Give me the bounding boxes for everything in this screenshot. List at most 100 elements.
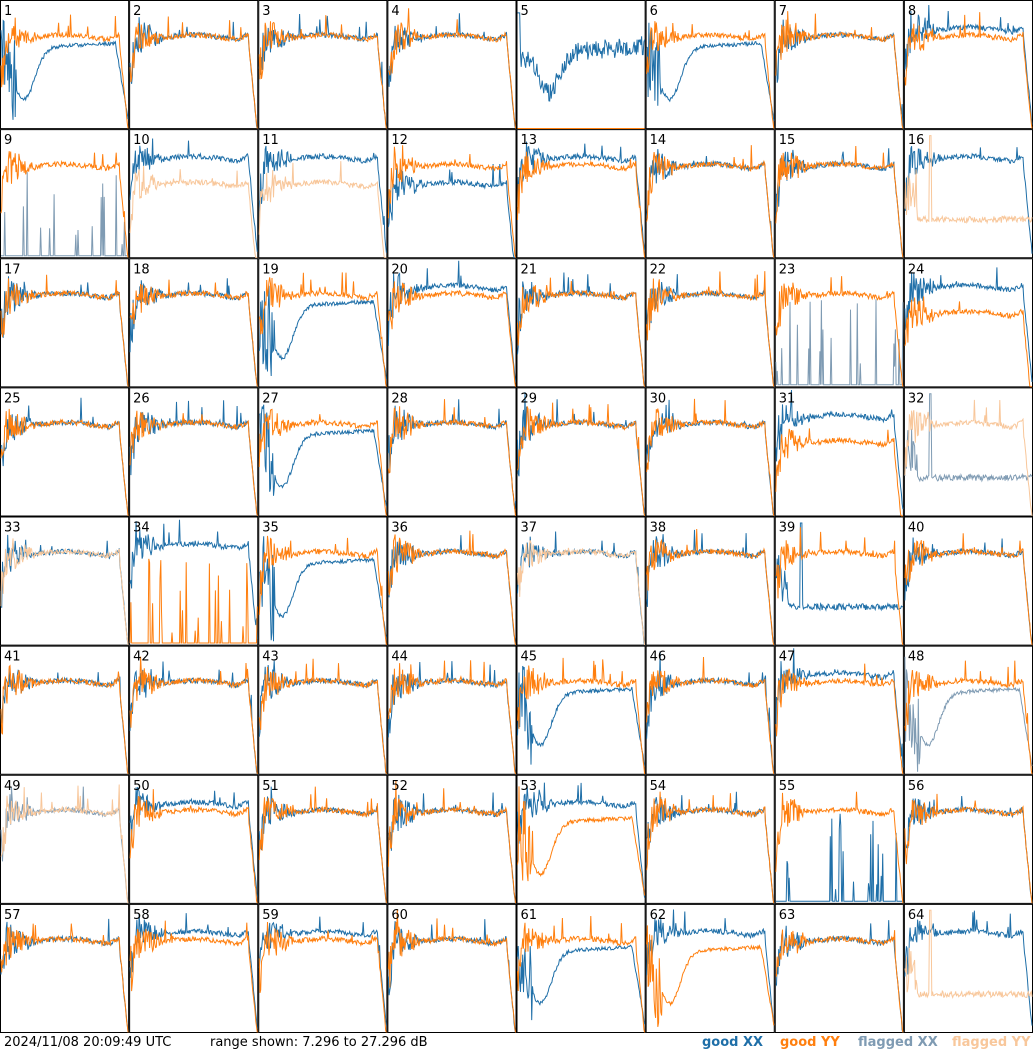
series-xx-line <box>129 138 258 252</box>
panel-58: 58 <box>129 903 259 1033</box>
series-yy-line <box>258 161 387 259</box>
panel-frame <box>903 387 1033 517</box>
series-xx-line <box>904 910 1033 1026</box>
series-yy-line <box>0 923 129 1033</box>
panel-label: 12 <box>391 133 408 148</box>
panel-25: 25 <box>0 387 130 517</box>
panel-23: 23 <box>774 258 904 388</box>
range-shown: range shown: 7.296 to 27.296 dB <box>210 1035 428 1050</box>
series-yy-line <box>775 276 904 387</box>
series-yy-line <box>646 791 775 904</box>
panel-55: 55 <box>774 774 904 904</box>
series-xx-line <box>775 522 903 612</box>
panel-frame <box>903 645 1033 775</box>
panel-label: 34 <box>133 521 150 536</box>
panel-frame <box>387 903 517 1033</box>
panel-12: 12 <box>387 129 517 259</box>
series-yy-line <box>646 656 775 775</box>
panel-label: 25 <box>4 391 21 406</box>
series-xx-line <box>904 267 1033 383</box>
panel-frame <box>129 903 259 1033</box>
panel-frame <box>516 129 646 259</box>
panel-label: 44 <box>391 650 408 665</box>
series-xx-line <box>258 916 387 1026</box>
panel-frame <box>0 903 130 1033</box>
panel-frame <box>258 774 388 904</box>
panel-45: 45 <box>516 645 646 775</box>
series-yy-line <box>387 399 516 516</box>
panel-31: 31 <box>774 387 904 517</box>
panel-4: 4 <box>387 0 517 130</box>
series-yy-line <box>129 920 258 1033</box>
series-yy-line <box>904 793 1033 904</box>
panel-frame <box>258 645 388 775</box>
panel-label: 29 <box>521 391 538 406</box>
series-yy-line <box>387 281 516 387</box>
panel-63: 63 <box>774 903 904 1033</box>
panel-label: 16 <box>908 133 925 148</box>
series-yy-line <box>517 657 646 775</box>
panel-44: 44 <box>387 645 517 775</box>
series-yy-line <box>904 660 1033 775</box>
series-yy-line <box>517 786 646 896</box>
series-yy-line <box>258 786 387 904</box>
series-xx-line <box>129 519 258 640</box>
panel-label: 33 <box>4 521 21 536</box>
panel-frame <box>645 387 775 517</box>
panel-label: 49 <box>4 779 21 794</box>
panel-label: 41 <box>4 650 21 665</box>
panel-label: 5 <box>521 4 529 19</box>
series-xx-line <box>0 534 129 646</box>
series-yy-line <box>387 660 516 775</box>
series-xx-line <box>646 909 775 1025</box>
panel-frame <box>903 903 1033 1033</box>
series-yy-line <box>129 16 258 129</box>
panel-30: 30 <box>645 387 775 517</box>
panel-frame <box>774 129 904 259</box>
series-yy-line <box>0 408 129 516</box>
series-yy-line <box>775 663 904 775</box>
panel-frame <box>387 258 517 388</box>
panel-label: 11 <box>262 133 279 148</box>
panel-frame <box>645 774 775 904</box>
panel-21: 21 <box>516 258 646 388</box>
panel-18: 18 <box>129 258 259 388</box>
panel-39: 39 <box>774 516 904 646</box>
series-yy-line <box>387 909 516 1033</box>
panel-label: 55 <box>779 779 796 794</box>
series-yy-line <box>904 296 1032 388</box>
series-yy-line <box>517 915 646 1033</box>
series-yy-line <box>258 408 387 516</box>
panel-27: 27 <box>258 387 388 517</box>
series-yy-line <box>775 527 904 646</box>
panel-41: 41 <box>0 645 130 775</box>
series-yy-line <box>387 530 516 646</box>
panel-28: 28 <box>387 387 517 517</box>
panel-frame <box>387 0 517 130</box>
series-yy-line <box>258 535 387 646</box>
series-yy-line <box>0 664 129 775</box>
series-xx-line <box>387 163 516 259</box>
series-yy-line <box>904 12 1033 129</box>
panel-frame <box>258 129 388 259</box>
series-xx-line <box>129 787 258 897</box>
panel-15: 15 <box>774 129 904 259</box>
panel-frame <box>645 903 775 1033</box>
panel-label: 50 <box>133 779 150 794</box>
series-yy-line <box>258 921 387 1033</box>
series-yy-line <box>387 780 516 904</box>
series-yy-line <box>258 15 387 129</box>
series-yy-line <box>775 11 904 129</box>
series-xx-line <box>517 12 646 102</box>
panel-label: 64 <box>908 908 925 923</box>
panel-10: 10 <box>129 129 259 259</box>
panel-frame <box>645 645 775 775</box>
panel-label: 28 <box>391 391 408 406</box>
panel-11: 11 <box>258 129 388 259</box>
panel-frame <box>516 387 646 517</box>
panel-8: 8 <box>903 0 1033 130</box>
series-yy-line <box>258 658 387 775</box>
series-yy-line <box>387 8 516 129</box>
series-yy-line <box>129 165 258 259</box>
panel-frame <box>258 258 388 388</box>
